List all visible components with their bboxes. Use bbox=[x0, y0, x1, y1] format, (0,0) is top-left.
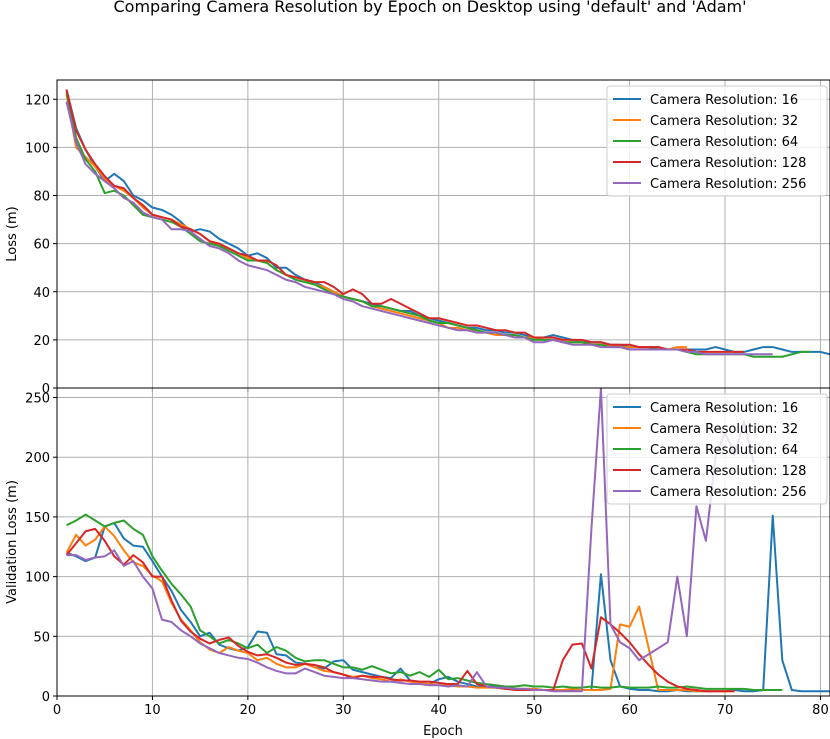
y-tick-label: 150 bbox=[25, 511, 50, 526]
y-axis-label: Validation Loss (m) bbox=[5, 480, 20, 604]
series-line bbox=[65, 527, 735, 693]
y-tick-label: 100 bbox=[25, 141, 50, 156]
legend-entry: Camera Resolution: 256 bbox=[650, 177, 806, 192]
legend-entry: Camera Resolution: 64 bbox=[650, 443, 798, 458]
x-tick-label: 30 bbox=[335, 703, 352, 718]
x-tick-label: 50 bbox=[526, 703, 543, 718]
series-line bbox=[66, 513, 783, 692]
legend: Camera Resolution: 16 Camera Resolution: … bbox=[606, 393, 828, 505]
x-tick-label: 80 bbox=[812, 703, 829, 718]
legend-entry: Camera Resolution: 16 bbox=[650, 93, 798, 108]
series-line bbox=[65, 525, 735, 693]
x-tick-label: 70 bbox=[717, 703, 734, 718]
series-line bbox=[65, 101, 773, 356]
legend-entry: Camera Resolution: 32 bbox=[650, 422, 798, 437]
y-tick-label: 80 bbox=[33, 190, 50, 205]
y-tick-label: 0 bbox=[42, 690, 50, 705]
y-tick-label: 40 bbox=[33, 286, 50, 301]
y-tick-label: 100 bbox=[25, 571, 50, 586]
legend-entry: Camera Resolution: 64 bbox=[650, 135, 798, 150]
series-line bbox=[66, 388, 755, 693]
y-axis-label: Loss (m) bbox=[5, 206, 20, 261]
legend-entry: Camera Resolution: 16 bbox=[650, 401, 798, 416]
chart-title: Comparing Camera Resolution by Epoch on … bbox=[113, 0, 746, 16]
plot-frame bbox=[56, 387, 830, 697]
y-tick-label: 250 bbox=[25, 392, 50, 407]
y-tick-label: 200 bbox=[25, 451, 50, 466]
y-tick-label: 120 bbox=[25, 93, 50, 108]
series-line bbox=[65, 89, 745, 353]
x-tick-label: 20 bbox=[240, 703, 257, 718]
legend: Camera Resolution: 16 Camera Resolution: … bbox=[606, 85, 828, 197]
y-tick-label: 50 bbox=[33, 630, 50, 645]
legend-box bbox=[606, 85, 828, 197]
x-tick-label: 40 bbox=[430, 703, 447, 718]
x-tick-label: 10 bbox=[144, 703, 161, 718]
legend-entry: Camera Resolution: 256 bbox=[650, 485, 806, 500]
y-tick-label: 20 bbox=[33, 334, 50, 349]
series-line bbox=[65, 94, 687, 351]
legend-entry: Camera Resolution: 128 bbox=[650, 464, 806, 479]
legend-box bbox=[606, 393, 828, 505]
legend-entry: Camera Resolution: 128 bbox=[650, 156, 806, 171]
x-axis-label: Epoch bbox=[423, 724, 463, 739]
x-tick-label: 60 bbox=[621, 703, 638, 718]
y-tick-label: 0 bbox=[42, 382, 50, 397]
loss-panel: 0 20 40 60 80 100 120 Loss (m) Camera Resolution… bbox=[5, 79, 830, 397]
legend-entry: Camera Resolution: 32 bbox=[650, 114, 798, 129]
validation-loss-panel: 0 50 100 150 200 250 0 10 20 30 40 50 60 70 80 Validati… bbox=[5, 387, 830, 718]
y-tick-label: 60 bbox=[33, 238, 50, 253]
series-line bbox=[66, 514, 830, 693]
x-tick-label: 0 bbox=[53, 703, 61, 718]
